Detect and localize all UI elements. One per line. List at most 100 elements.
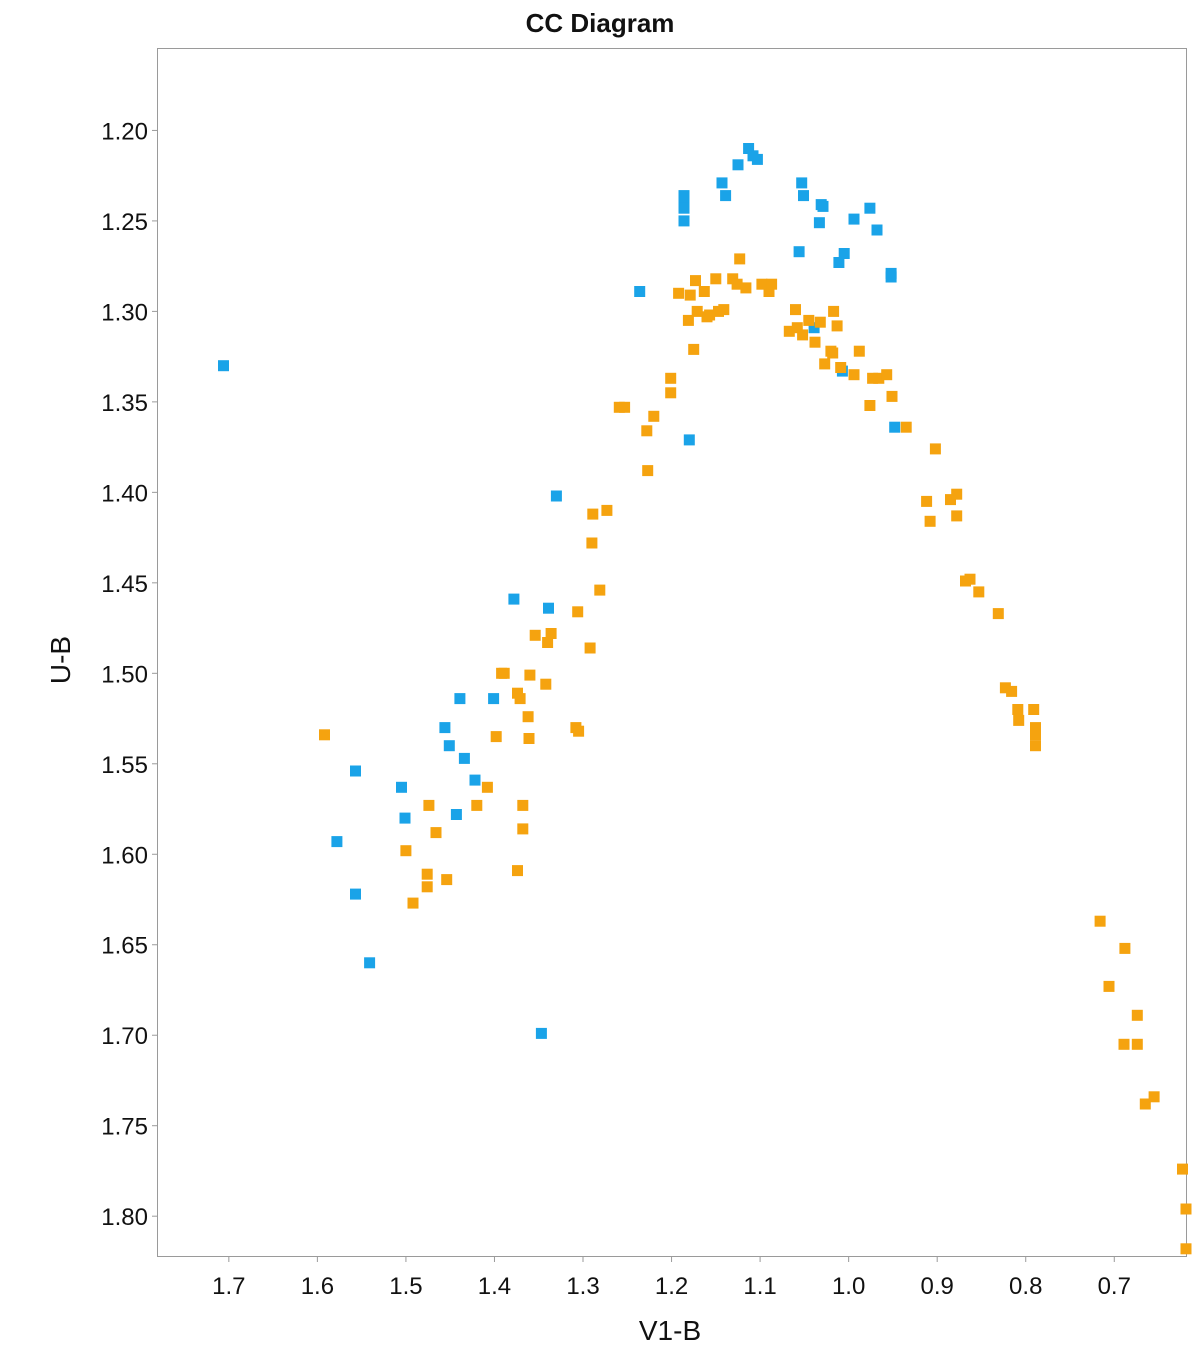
data-point <box>797 329 809 341</box>
data-point <box>535 1027 547 1039</box>
chart-title: CC Diagram <box>526 8 675 38</box>
data-point <box>885 271 897 283</box>
y-tick-label: 1.75 <box>101 1114 148 1141</box>
data-point <box>808 322 820 334</box>
data-point <box>458 752 470 764</box>
data-point <box>921 495 933 507</box>
x-tick-label: 1.5 <box>389 1273 422 1300</box>
data-point <box>973 586 985 598</box>
data-point <box>881 369 893 381</box>
data-point <box>443 740 455 752</box>
data-point <box>766 278 778 290</box>
data-point <box>481 781 493 793</box>
x-tick-label: 1.6 <box>301 1273 334 1300</box>
data-point <box>542 637 554 648</box>
y-tick-label: 1.30 <box>101 299 148 326</box>
data-point <box>508 593 520 605</box>
data-point <box>430 827 442 839</box>
data-point <box>853 345 865 357</box>
data-point <box>817 200 829 212</box>
data-point <box>512 865 523 877</box>
data-point <box>471 799 483 811</box>
data-point <box>641 425 653 437</box>
data-point <box>848 213 860 225</box>
data-point <box>690 275 701 287</box>
data-point <box>678 215 690 227</box>
data-point <box>763 286 775 297</box>
data-point <box>1139 1098 1151 1110</box>
data-point <box>756 278 768 290</box>
data-point <box>498 667 510 679</box>
data-point <box>517 823 529 835</box>
data-point <box>1006 685 1018 697</box>
data-point <box>587 508 599 520</box>
data-point <box>450 809 462 820</box>
y-tick-label: 1.35 <box>101 390 148 417</box>
x-axis: 1.7 1.6 1.5 1.4 1.3 1.2 1.1 1.0 0.9 0.8 0.7 <box>212 1256 1131 1300</box>
x-tick-label: 1.1 <box>743 1273 776 1300</box>
data-point <box>951 488 963 500</box>
data-point <box>783 325 795 337</box>
y-tick-label: 1.65 <box>101 933 148 960</box>
x-tick-label: 0.8 <box>1009 1273 1042 1300</box>
data-point <box>698 286 710 297</box>
data-point <box>421 881 433 893</box>
x-tick-label: 1.0 <box>832 1273 865 1300</box>
data-point <box>803 314 815 326</box>
data-point <box>809 336 821 348</box>
y-tick-label: 1.55 <box>101 752 148 779</box>
data-point <box>1180 1203 1192 1215</box>
data-point <box>673 287 685 299</box>
data-point <box>798 190 809 202</box>
data-point <box>828 305 840 317</box>
x-axis-title: V1-B <box>639 1315 701 1346</box>
data-point <box>218 360 229 372</box>
x-tick-label: 1.2 <box>655 1273 688 1300</box>
y-tick-label: 1.45 <box>101 571 148 598</box>
data-point <box>871 224 883 236</box>
data-point <box>1118 1038 1130 1050</box>
data-point <box>819 358 831 370</box>
data-point <box>421 868 433 880</box>
data-point <box>678 202 690 214</box>
data-point <box>683 434 695 446</box>
data-point <box>951 510 963 522</box>
data-point <box>1103 980 1115 992</box>
data-point <box>900 421 912 433</box>
y-tick-label: 1.80 <box>101 1204 148 1231</box>
x-tick-label: 0.7 <box>1098 1273 1131 1300</box>
data-point <box>517 799 529 811</box>
data-point <box>1177 1163 1188 1175</box>
data-point <box>1180 1243 1192 1255</box>
data-point <box>684 289 696 301</box>
data-point <box>441 874 453 886</box>
data-point <box>848 369 860 381</box>
data-point <box>543 602 554 614</box>
data-point <box>1030 740 1041 752</box>
data-point <box>454 693 466 705</box>
x-tick-label: 1.4 <box>478 1273 511 1300</box>
data-point <box>524 669 536 681</box>
data-point <box>793 246 805 258</box>
data-point <box>682 314 694 326</box>
data-point <box>490 731 502 743</box>
data-point <box>999 682 1011 694</box>
data-point <box>423 799 435 811</box>
data-point <box>814 316 826 328</box>
y-tick-label: 1.40 <box>101 480 148 507</box>
data-point <box>1013 714 1025 726</box>
data-point <box>833 257 845 268</box>
data-point <box>864 400 876 411</box>
data-point <box>864 202 876 214</box>
data-point <box>929 443 941 455</box>
data-point <box>550 490 562 502</box>
data-point <box>945 494 956 506</box>
data-point <box>364 957 376 969</box>
data-point <box>586 537 598 549</box>
data-point <box>796 177 808 189</box>
y-tick-label: 1.20 <box>101 118 148 145</box>
data-point <box>488 693 500 705</box>
data-point <box>740 282 752 294</box>
